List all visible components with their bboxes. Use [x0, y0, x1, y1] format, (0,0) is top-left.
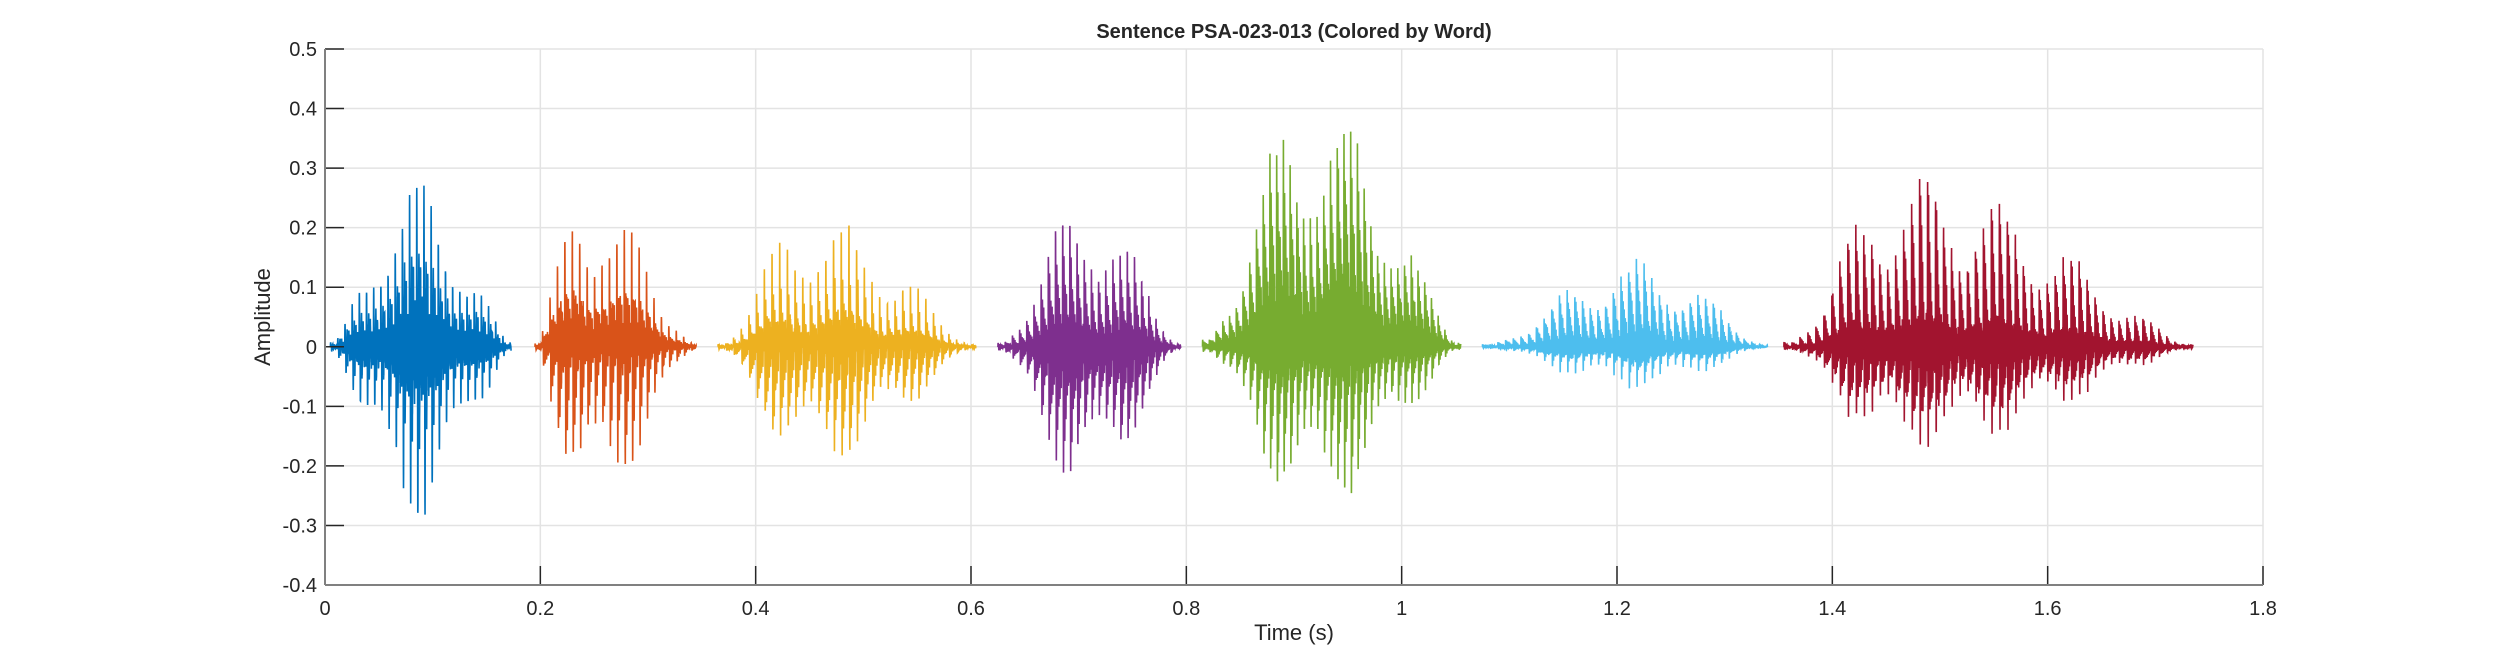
x-tick-label: 1.2 [1603, 598, 1631, 620]
x-tick-label: 0.6 [957, 598, 985, 620]
waveform-word-1 [329, 185, 512, 515]
axes [324, 48, 2264, 586]
tick-labels: 0 0.2 0.4 0.6 0.8 1 1.2 1.4 1.6 1.8 -0.4 -0.3 -0.2 -0… [283, 39, 2277, 620]
y-tick-label: -0.1 [283, 396, 317, 418]
y-tick-label: -0.4 [283, 575, 317, 597]
y-tick-label: 0 [306, 337, 317, 359]
waveform-word-4 [997, 225, 1182, 473]
x-tick-label: 1.6 [2034, 598, 2062, 620]
chart-title: Sentence PSA-023-013 (Colored by Word) [1096, 21, 1491, 43]
y-tick-label: 0.5 [289, 39, 317, 61]
y-axis-label: Amplitude [250, 268, 275, 366]
x-axis-label: Time (s) [1254, 620, 1334, 645]
y-tick-label: 0.4 [289, 99, 317, 121]
x-tick-label: 0 [319, 598, 330, 620]
x-tick-label: 1 [1396, 598, 1407, 620]
waveform-word-7 [1783, 178, 2194, 447]
x-tick-label: 1.4 [1818, 598, 1846, 620]
x-tick-label: 0.2 [526, 598, 554, 620]
y-tick-label: 0.1 [289, 277, 317, 299]
x-tick-label: 1.8 [2249, 598, 2277, 620]
waveform-word-3 [717, 225, 977, 456]
waveform-word-6 [1481, 258, 1769, 389]
x-tick-label: 0.8 [1172, 598, 1200, 620]
y-tick-label: -0.2 [283, 456, 317, 478]
waveform-word-5 [1201, 131, 1462, 494]
y-tick-label: 0.3 [289, 158, 317, 180]
y-tick-label: -0.3 [283, 515, 317, 537]
waveform-word-2 [534, 229, 698, 464]
waveform-series [329, 131, 2194, 515]
x-tick-label: 0.4 [742, 598, 770, 620]
y-tick-label: 0.2 [289, 218, 317, 240]
